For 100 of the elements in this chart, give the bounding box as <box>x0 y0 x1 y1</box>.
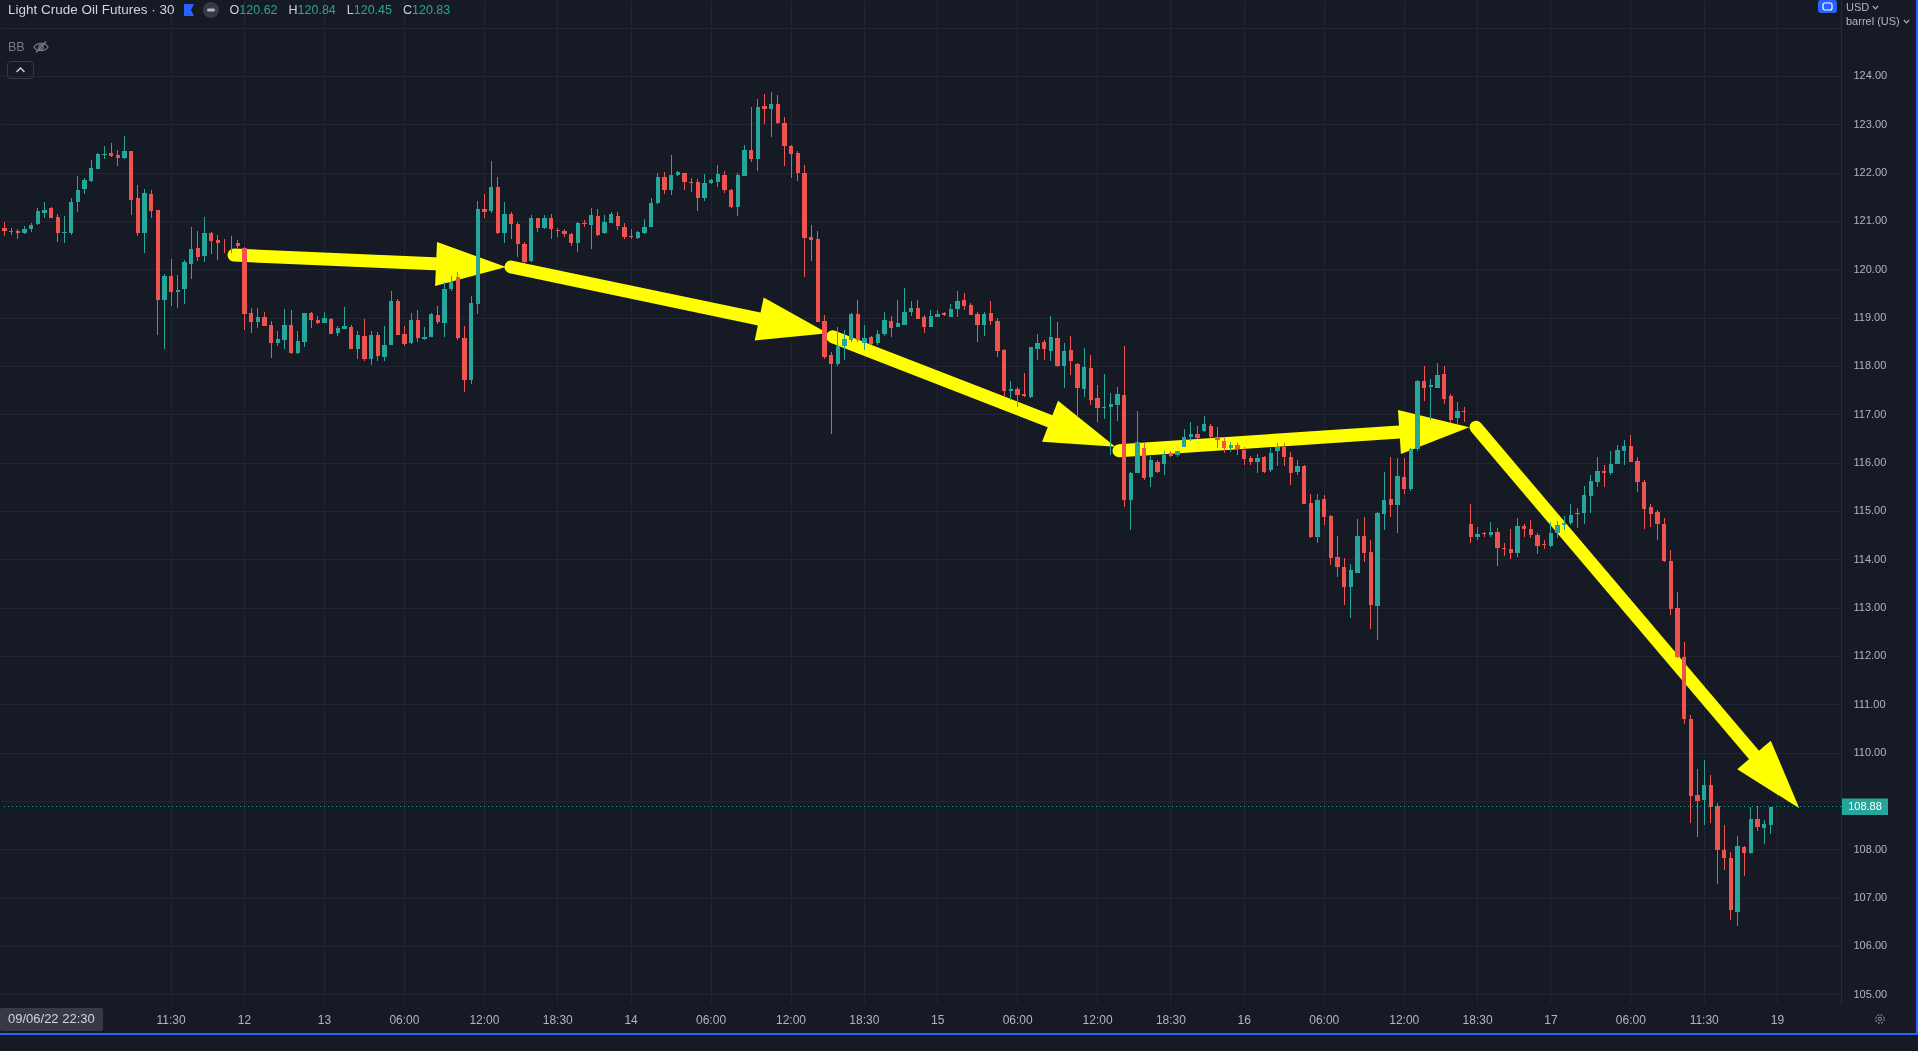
y-tick-label: 117.00 <box>1853 407 1887 420</box>
x-tick-label: 17 <box>1544 1012 1558 1027</box>
candlestick <box>728 188 734 209</box>
candlestick <box>1382 471 1387 531</box>
x-tick-label: 13 <box>317 1012 332 1027</box>
candlestick <box>268 320 274 359</box>
y-tick-label: 114.00 <box>1853 552 1887 565</box>
candlestick <box>1115 386 1120 422</box>
candlestick <box>1095 384 1100 423</box>
candlestick <box>1762 819 1767 845</box>
x-tick-label: 06:00 <box>389 1012 420 1027</box>
candlestick <box>1495 527 1500 567</box>
candlestick <box>1322 494 1327 526</box>
candlestick <box>108 142 114 158</box>
candlestick <box>1188 421 1194 442</box>
candlestick <box>1628 434 1634 463</box>
candlestick <box>162 273 167 350</box>
candlestick <box>1035 333 1040 361</box>
candlestick <box>1082 347 1087 398</box>
y-tick-label: 115.00 <box>1853 504 1887 517</box>
candlestick <box>668 154 674 196</box>
candlestick <box>1048 315 1054 362</box>
candlestick <box>375 331 380 362</box>
x-tick-label: 06:00 <box>1615 1012 1647 1027</box>
candlestick <box>1255 453 1260 474</box>
candlestick <box>1162 450 1167 476</box>
x-tick-label: 18:30 <box>542 1012 574 1027</box>
x-tick-label: 12:00 <box>1389 1012 1420 1027</box>
candlestick <box>588 207 594 250</box>
x-tick-label: 12:00 <box>469 1012 500 1027</box>
candlestick <box>575 221 580 253</box>
candlestick <box>782 116 787 167</box>
x-tick-label: 14 <box>624 1012 639 1027</box>
candlestick <box>1635 456 1640 493</box>
candlestick <box>862 324 867 351</box>
annotation: BB <box>8 40 25 55</box>
x-tick-label: 06:00 <box>696 1012 727 1027</box>
candlestick <box>522 241 527 264</box>
x-tick-label: 15 <box>930 1012 945 1027</box>
candlestick <box>515 221 520 258</box>
text: 09/06/22 22:30 <box>0 1008 103 1031</box>
candlestick <box>988 300 994 326</box>
x-tick-label: 18:30 <box>1155 1012 1187 1027</box>
candlestick <box>702 173 707 202</box>
candlestick <box>62 215 67 244</box>
candlestick <box>1248 455 1254 466</box>
candlestick <box>148 189 154 219</box>
candlestick <box>362 318 367 362</box>
candlestick <box>1268 447 1274 473</box>
candlestick <box>482 193 487 219</box>
candlestick <box>1275 442 1280 467</box>
y-tick-label: 122.00 <box>1853 166 1888 179</box>
x-tick-label: 11:30 <box>156 1012 187 1027</box>
candlestick <box>1695 768 1700 838</box>
candlestick <box>595 208 600 237</box>
candlestick <box>195 230 200 262</box>
candlestick <box>808 224 814 262</box>
x-tick-label: 19 <box>1770 1012 1785 1027</box>
candlestick <box>828 351 834 435</box>
candlestick <box>1502 542 1507 557</box>
candlestick <box>295 330 300 355</box>
candlestick <box>1008 380 1014 401</box>
annotation: L120.45 <box>346 2 392 17</box>
candlestick <box>1508 528 1514 560</box>
candlestick <box>1582 485 1587 525</box>
candlestick <box>1622 439 1627 466</box>
candlestick <box>308 311 314 329</box>
candlestick <box>1042 339 1047 361</box>
candlestick <box>548 213 554 240</box>
candlestick <box>188 226 194 280</box>
candlestick <box>982 311 987 337</box>
candlestick <box>1722 824 1727 871</box>
y-tick-label: 116.00 <box>1853 456 1887 469</box>
candlestick <box>955 290 960 318</box>
candlestick <box>708 178 714 185</box>
candlestick <box>508 211 514 240</box>
y-tick-label: 124.00 <box>1853 69 1888 82</box>
candlestick <box>762 93 767 125</box>
candlestick <box>628 228 634 240</box>
candlestick <box>602 214 607 235</box>
y-tick-label: 112.00 <box>1853 649 1887 662</box>
candlestick <box>722 170 727 194</box>
candlestick <box>1348 563 1354 619</box>
candlestick <box>895 299 900 328</box>
x-tick-label: 06:00 <box>1309 1012 1340 1027</box>
candlestick <box>122 135 127 160</box>
candlestick <box>1548 521 1554 548</box>
candlestick <box>55 213 60 243</box>
text: USD <box>1846 1 1870 14</box>
candlestick <box>428 312 434 338</box>
candlestick <box>1228 441 1234 453</box>
candlestick <box>1742 845 1747 877</box>
candlestick <box>695 178 700 212</box>
y-tick-label: 123.00 <box>1853 117 1888 130</box>
candlestick <box>922 314 927 334</box>
candlestick <box>1488 521 1494 538</box>
candlestick <box>1168 450 1174 458</box>
candlestick <box>1648 503 1654 528</box>
candlestick <box>88 159 94 183</box>
candlestick <box>748 106 754 163</box>
